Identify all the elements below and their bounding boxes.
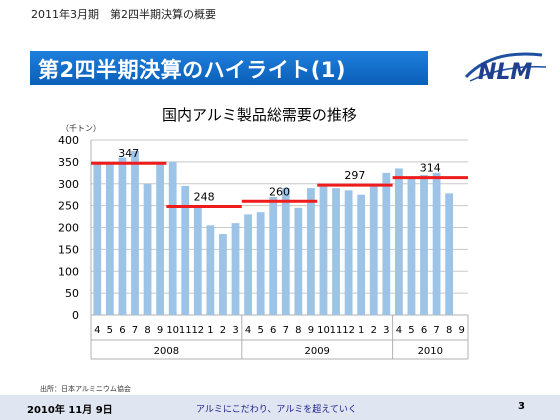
bar	[394, 168, 403, 315]
footer-slogan: アルミにこだわり、アルミを超えていく	[196, 405, 357, 415]
bar	[407, 177, 416, 315]
average-label: 260	[269, 185, 290, 198]
x-tick-label: 12	[191, 325, 204, 336]
average-label: 297	[344, 169, 365, 182]
x-tick-label: 6	[270, 325, 276, 336]
y-tick-label: 350	[58, 156, 79, 169]
x-tick-label: 8	[295, 325, 301, 336]
x-tick-label: 3	[232, 325, 238, 336]
bar	[93, 161, 102, 315]
x-tick-label: 1	[207, 325, 213, 336]
x-tick-label: 5	[107, 325, 113, 336]
bar	[193, 206, 202, 315]
bar	[256, 212, 265, 315]
unit-label: （千トン）	[61, 124, 101, 133]
y-tick-label: 50	[65, 287, 79, 300]
bar	[281, 188, 290, 315]
bar	[156, 164, 165, 315]
x-tick-label: 11	[330, 325, 343, 336]
x-tick-label: 9	[459, 325, 465, 336]
x-tick-label: 5	[408, 325, 414, 336]
y-tick-label: 0	[72, 309, 79, 322]
y-tick-label: 400	[58, 134, 79, 147]
bar	[219, 234, 227, 315]
average-label: 347	[118, 147, 139, 160]
x-tick-label: 4	[94, 325, 100, 336]
y-tick-label: 200	[58, 222, 79, 235]
deck-subtitle: 2011年3月期 第2四半期決算の概要	[31, 8, 216, 21]
x-tick-label: 4	[396, 325, 402, 336]
x-tick-label: 7	[132, 325, 138, 336]
slide-title: 第2四半期決算のハイライト(1)	[38, 58, 346, 82]
x-tick-label: 7	[433, 325, 439, 336]
x-tick-label: 9	[157, 325, 163, 336]
x-tick-label: 1	[358, 325, 364, 336]
logo-text: NLM	[478, 60, 532, 85]
x-tick-label: 5	[257, 325, 263, 336]
year-label: 2009	[304, 346, 329, 357]
bar	[143, 183, 152, 315]
bar	[181, 185, 190, 315]
y-tick-label: 150	[58, 243, 79, 256]
footer-date: 2010年 11月 9日	[27, 405, 113, 416]
x-tick-label: 8	[446, 325, 452, 336]
page-number: 3	[518, 401, 525, 412]
bar	[382, 172, 391, 315]
bar	[118, 157, 127, 315]
bar	[294, 207, 303, 315]
bar	[432, 172, 441, 315]
x-tick-label: 3	[383, 325, 389, 336]
bar	[168, 161, 177, 315]
y-tick-label: 250	[58, 200, 79, 213]
bar	[445, 193, 454, 315]
footer-bar	[0, 395, 560, 420]
year-label: 2010	[418, 346, 443, 357]
y-tick-label: 300	[58, 178, 79, 191]
bar	[231, 223, 240, 315]
average-label: 314	[420, 162, 441, 175]
bar	[244, 214, 252, 315]
company-logo-icon: NLM	[464, 52, 547, 85]
x-tick-label: 10	[317, 325, 330, 336]
bar	[357, 194, 366, 315]
x-tick-label: 12	[342, 325, 355, 336]
bar	[319, 183, 328, 315]
bar	[105, 164, 114, 315]
bar	[269, 196, 278, 315]
x-tick-label: 2	[220, 325, 226, 336]
bar	[131, 150, 139, 315]
title-bar	[30, 51, 428, 85]
bar	[206, 225, 215, 315]
x-tick-label: 6	[421, 325, 427, 336]
x-tick-label: 10	[166, 325, 179, 336]
x-tick-label: 4	[245, 325, 251, 336]
x-tick-label: 7	[283, 325, 289, 336]
bar	[344, 190, 353, 315]
x-tick-label: 6	[119, 325, 125, 336]
average-label: 248	[194, 191, 215, 204]
bar	[307, 188, 315, 315]
y-tick-label: 100	[58, 265, 79, 278]
bar	[369, 185, 378, 315]
bar	[420, 175, 428, 315]
chart-title: 国内アルミ製品総需要の推移	[162, 106, 357, 124]
x-tick-label: 9	[308, 325, 314, 336]
x-tick-label: 2	[371, 325, 377, 336]
x-tick-label: 8	[144, 325, 150, 336]
source-note: 出所：日本アルミニウム協会	[40, 385, 131, 393]
year-label: 2008	[154, 346, 179, 357]
bar	[332, 188, 340, 315]
x-tick-label: 11	[179, 325, 192, 336]
